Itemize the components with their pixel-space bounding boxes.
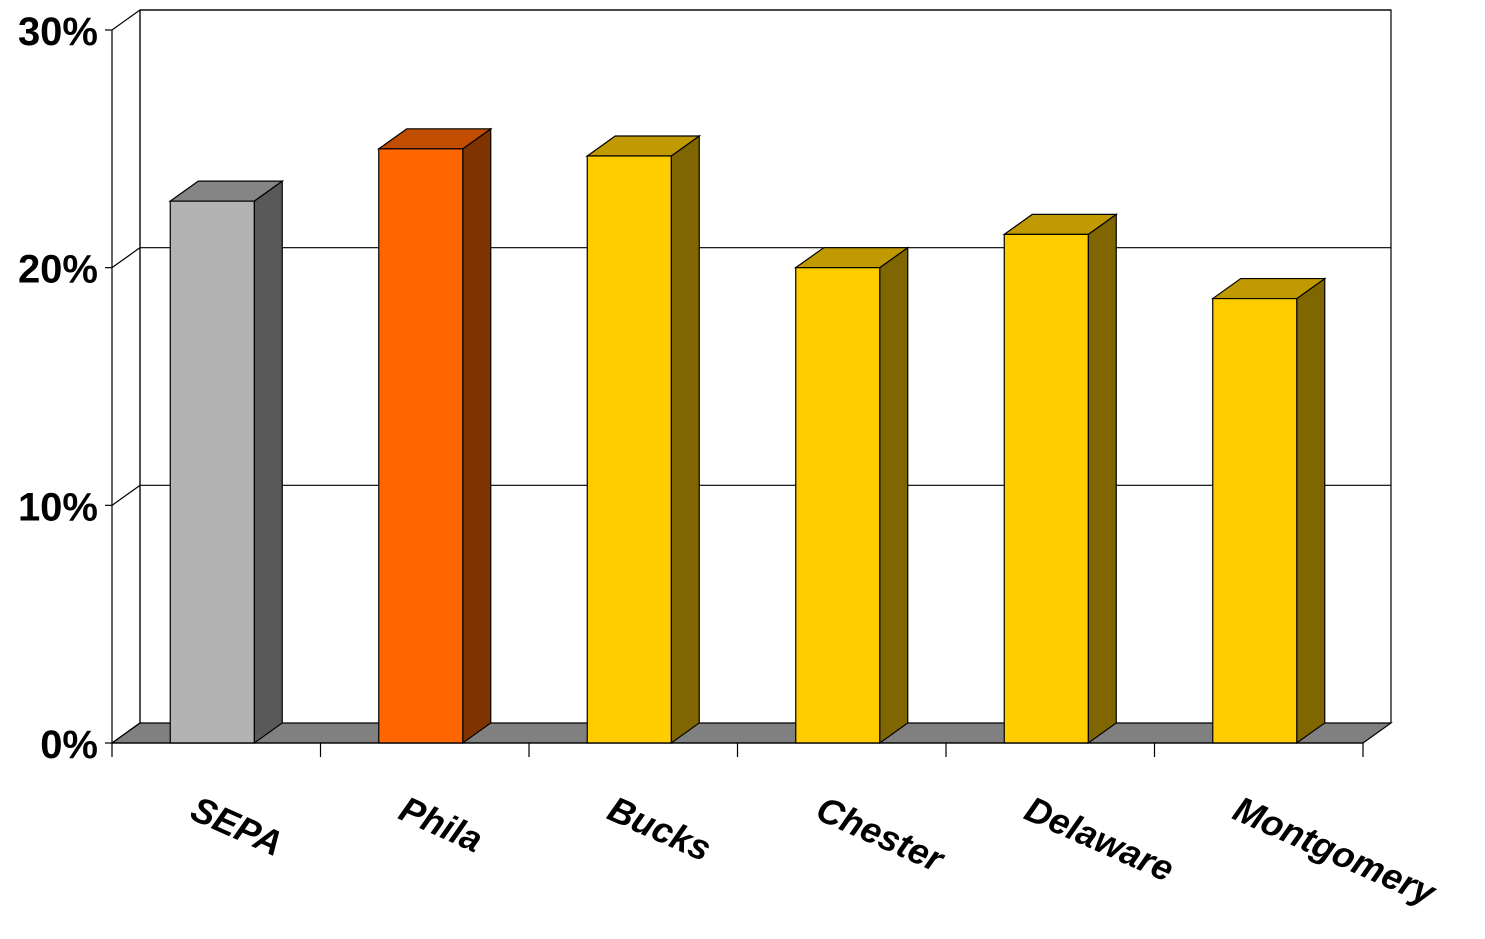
bar-side-face [253,179,283,745]
bar-side-face [879,246,909,745]
depth-tick-line [111,247,141,269]
plot-floor [110,722,1393,744]
back-wall-outline [139,9,1392,723]
x-tick-label: Montgomery [1227,788,1443,914]
bar-phila [376,127,493,745]
bar-side-face [462,127,492,745]
y-tick-label: 30% [18,10,98,54]
x-tick-label: SEPA [185,788,289,864]
x-tick-label: Phila [393,788,488,860]
bar-front-face [1212,297,1298,744]
bar-bucks [585,134,702,745]
x-tick-label: Bucks [602,788,717,869]
y-tick-label: 20% [18,248,98,292]
axes [105,9,1364,757]
bar-chester [793,246,910,745]
depth-tick-line [111,722,141,744]
bar-side-face [1296,277,1326,745]
floor [110,722,1393,744]
bar-front-face [378,148,464,744]
bar-front-face [1003,233,1089,744]
bar-front-face [586,155,672,744]
y-tick-label: 10% [18,485,98,529]
depth-tick-line [111,484,141,506]
plot-back-wall [139,9,1392,723]
bar-delaware [1002,213,1119,745]
bar-sepa [168,179,285,745]
bar-montgomery [1210,277,1327,745]
bar-front-face [795,267,881,744]
depth-tick-line [111,9,141,31]
x-tick-label: Delaware [1019,788,1180,890]
bars [168,127,1327,745]
bar-front-face [169,200,255,744]
x-tick-label: Chester [810,788,951,881]
bar-side-face [670,134,700,745]
y-tick-label: 0% [40,723,98,767]
bar-side-face [1087,213,1117,745]
